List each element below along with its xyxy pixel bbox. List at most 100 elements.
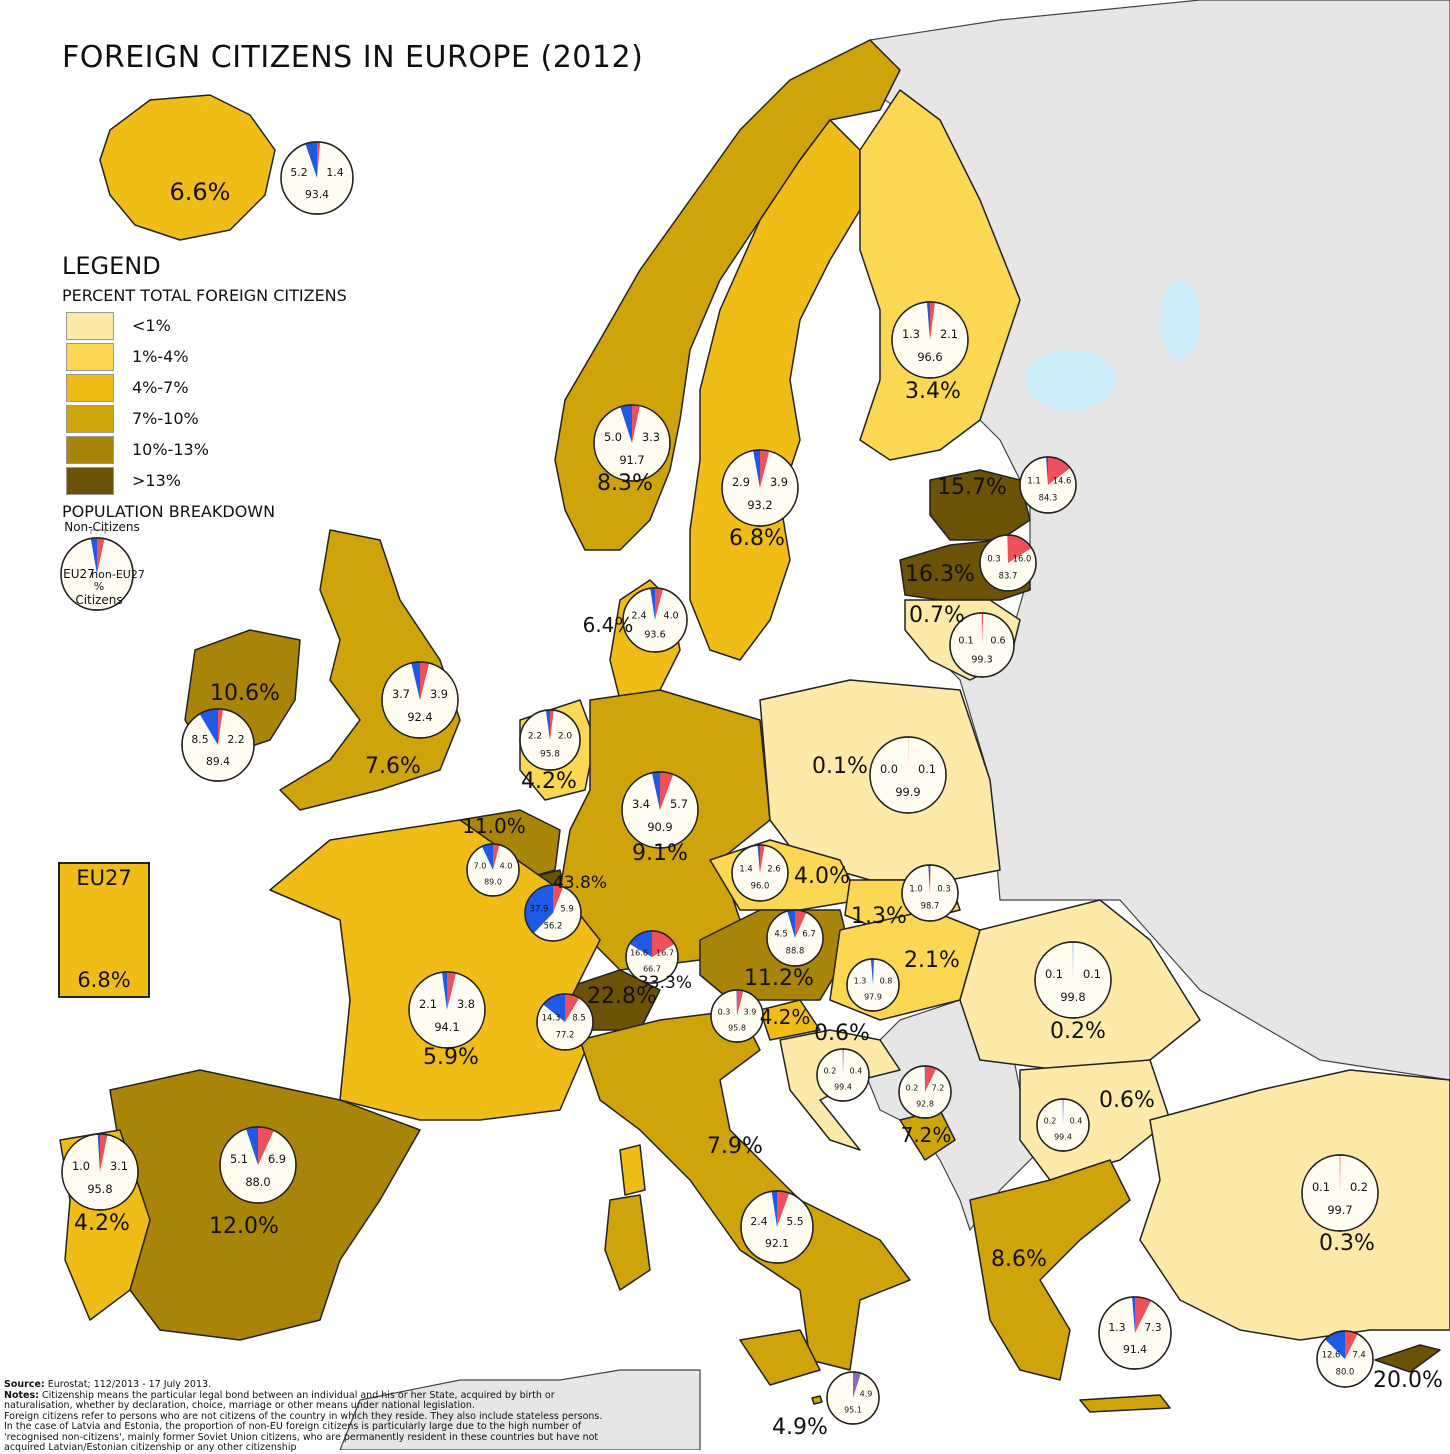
pie-citizens-value: 83.7 — [999, 570, 1018, 580]
pie-noneu-value: 0.1 — [1083, 967, 1101, 981]
pie-noneu-value: 7.3 — [1144, 1321, 1161, 1334]
legend-swatch — [66, 436, 114, 464]
pie-eu27-value: 5.2 — [290, 166, 307, 179]
country-total-label: 7.2% — [901, 1123, 952, 1147]
pie-noneu-value: 0.4 — [1070, 1117, 1083, 1126]
pie-citizens-value: 91.4 — [1123, 1343, 1147, 1356]
corsica-shape — [620, 1145, 645, 1195]
country-total-label: 0.7% — [909, 603, 965, 628]
pie-citizens-value: 91.7 — [619, 453, 644, 467]
country-total-label: 0.6% — [814, 1021, 870, 1046]
pie-eu27-value: 7.0 — [474, 862, 487, 871]
pie-eu27-value: 0.3 — [718, 1008, 731, 1017]
pie-citizens-value: 92.8 — [916, 1099, 934, 1108]
legend-row: <1% — [66, 312, 366, 340]
legend-swatch — [66, 312, 114, 340]
pie-citizens-value: 77.2 — [556, 1029, 575, 1039]
legend-label: 7%-10% — [132, 409, 199, 428]
country-total-label: 43.8% — [553, 873, 607, 893]
country-total-label: 20.0% — [1373, 1368, 1443, 1393]
pie-noneu-value: 3.8 — [457, 997, 475, 1011]
pie-citizens-value: 97.9 — [864, 992, 882, 1001]
country-total-label: 2.1% — [904, 948, 960, 973]
legend-row: 4%-7% — [66, 374, 366, 402]
legend-pie-label-pct: % — [94, 580, 104, 593]
source-notes: Source: Eurostat; 112/2013 - 17 July 201… — [4, 1380, 604, 1454]
malta-shape — [812, 1396, 822, 1404]
country-total-label: 1.3% — [851, 904, 907, 929]
legend-pie-label-citizens: Citizens — [75, 593, 122, 607]
legend-label: <1% — [132, 316, 171, 335]
pie-noneu-value: 0.6 — [990, 635, 1005, 646]
country-total-label: 8.3% — [597, 471, 653, 496]
eu27-box: EU27 6.8% — [58, 862, 150, 998]
pie-noneu-value: 16.7 — [656, 949, 674, 958]
notes-line: Notes: Citizenship means the particular … — [4, 1391, 604, 1412]
legend-label: 1%-4% — [132, 347, 189, 366]
pie-noneu-value: 16.0 — [1013, 554, 1032, 564]
pie-citizens-value: 84.3 — [1039, 492, 1058, 502]
pie-noneu-value: 4.9 — [860, 1390, 873, 1399]
pie-eu27-value: 1.3 — [854, 977, 867, 986]
pie-noneu-value: 3.9 — [430, 687, 448, 701]
country-total-label: 5.9% — [423, 1045, 479, 1070]
pie-eu27-value: 0.1 — [958, 635, 973, 646]
country-total-label: 7.6% — [365, 754, 421, 779]
pie-citizens-value: 99.4 — [1054, 1132, 1072, 1141]
pie-eu27-value: 4.5 — [774, 929, 787, 939]
pie-noneu-value: 3.3 — [642, 430, 660, 444]
pie-eu27-value: 1.0 — [72, 1159, 90, 1173]
country-total-label: 4.2% — [74, 1211, 130, 1236]
country-total-label: 11.0% — [462, 814, 526, 838]
pie-noneu-value: 2.0 — [558, 732, 573, 742]
pie-citizens-value: 93.6 — [644, 630, 665, 641]
pie-citizens-value: 93.2 — [747, 498, 772, 512]
sardinia-shape — [605, 1195, 650, 1290]
notes-text-1: Citizenship means the particular legal b… — [4, 1390, 555, 1412]
pie-citizens-value: 89.4 — [206, 755, 230, 768]
pie-eu27-value: 2.2 — [528, 732, 542, 742]
pie-noneu-value: 8.5 — [572, 1013, 585, 1023]
pie-noneu-value: 7.2 — [932, 1084, 945, 1093]
country-total-label: 8.6% — [991, 1247, 1047, 1272]
breakdown-title: POPULATION BREAKDOWN — [62, 502, 275, 521]
pie-eu27-value: 37.9 — [530, 904, 549, 914]
legend-pie-label-eu27: EU27 — [63, 567, 95, 581]
country-total-label: 16.3% — [905, 562, 975, 587]
country-total-label: 11.2% — [744, 966, 814, 991]
pie-citizens-value: 99.9 — [895, 785, 920, 799]
country-total-label: 0.6% — [1099, 1088, 1155, 1113]
iceland-shape — [100, 95, 275, 240]
pie-citizens-value: 96.6 — [917, 350, 942, 364]
pie-citizens-value: 90.9 — [647, 820, 672, 834]
lake-ladoga — [1025, 350, 1115, 410]
pie-citizens-value: 99.4 — [834, 1082, 852, 1091]
legend-pie-label-non_citizens: Non-Citizens — [64, 520, 140, 534]
Malta-pie: 4.995.1 — [827, 1372, 879, 1424]
pie-eu27-value: 16.6 — [630, 949, 648, 958]
source-text: Eurostat; 112/2013 - 17 July 2013. — [45, 1379, 211, 1390]
country-total-label: 0.1% — [812, 754, 868, 779]
United Kingdom-pie: 3.73.992.4 — [382, 662, 458, 738]
pie-citizens-value: 99.8 — [1060, 990, 1085, 1004]
pie-citizens-value: 92.1 — [765, 1237, 789, 1250]
pie-citizens-value: 56.2 — [544, 920, 563, 930]
pie-citizens-value: 92.4 — [407, 710, 432, 724]
pie-citizens-value: 89.0 — [484, 877, 502, 886]
pie-citizens-value: 96.0 — [751, 880, 770, 890]
country-total-label: 7.9% — [707, 1134, 763, 1159]
pie-eu27-value: 0.3 — [987, 554, 1000, 564]
pie-eu27-value: 1.3 — [902, 327, 920, 341]
pie-eu27-value: 14.3 — [542, 1013, 561, 1023]
